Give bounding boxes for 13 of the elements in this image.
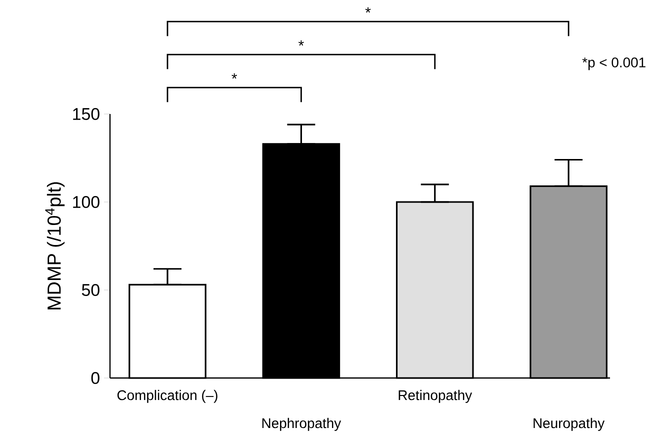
y-tick-label: 0 <box>91 372 100 384</box>
x-tick-label: Retinopathy <box>398 390 472 403</box>
y-tick-label: 50 <box>82 284 100 296</box>
x-tick-label: Nephropathy <box>262 418 342 431</box>
y-tick-label: 150 <box>73 108 100 120</box>
text: * <box>232 73 238 79</box>
y-axis-title: MDMP (/10$^{4}$plt) <box>45 182 65 310</box>
text: * <box>365 7 371 13</box>
x-tick-label: Complication (–) <box>117 390 218 403</box>
text: *p < 0.001 <box>582 58 646 70</box>
y-tick-label: 100 <box>73 196 100 208</box>
x-tick-label: Neuropathy <box>534 418 605 431</box>
text: * <box>298 40 304 46</box>
